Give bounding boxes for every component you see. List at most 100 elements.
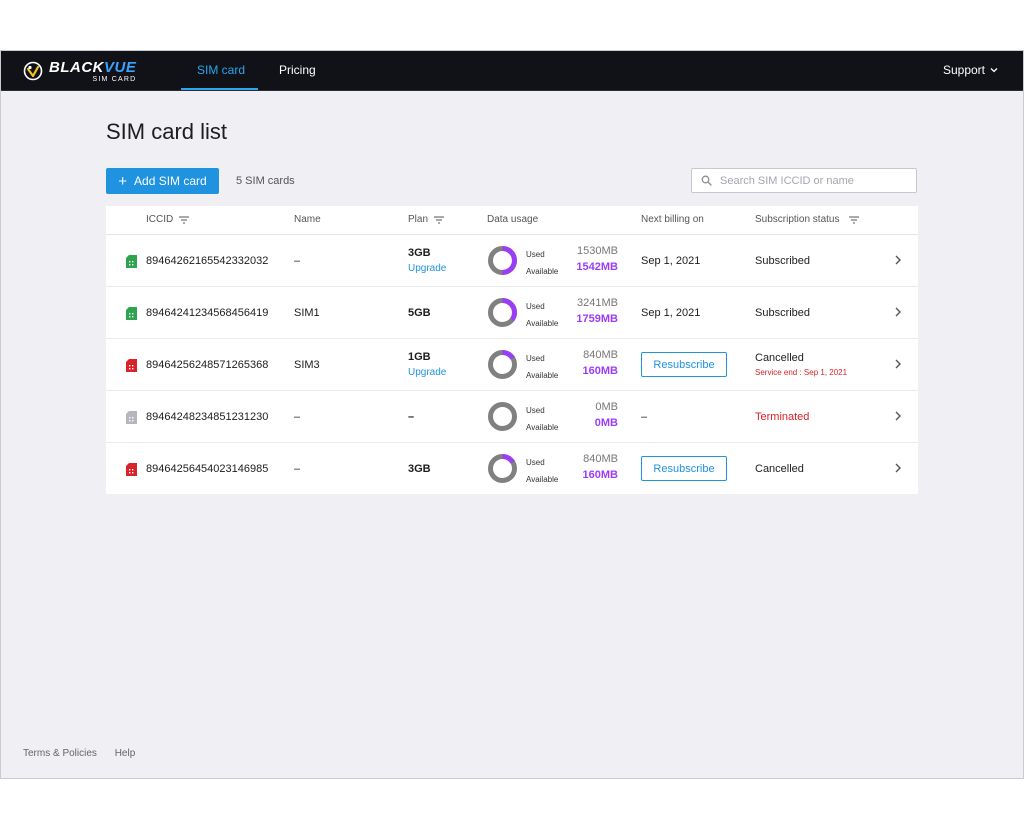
sim-card-icon <box>126 411 137 424</box>
available-value: 1759MB <box>576 313 618 325</box>
tab-sim-card[interactable]: SIM card <box>197 63 246 77</box>
logo-subtitle: SIM CARD <box>92 75 137 83</box>
sim-card-table: ICCID Name Plan Data usage Next billing … <box>106 206 918 494</box>
service-end-note: Service end : Sep 1, 2021 <box>755 368 848 377</box>
data-usage-donut <box>488 298 517 327</box>
help-link[interactable]: Help <box>114 748 136 759</box>
blackvue-logo[interactable]: BLACKVUE SIM CARD <box>23 59 136 83</box>
search-box[interactable] <box>691 168 917 193</box>
plan-size: 3GB <box>408 247 431 259</box>
plan-cell: – <box>408 391 414 442</box>
active-tab-underline <box>181 88 258 90</box>
used-value: 0MB <box>595 401 618 413</box>
table-row[interactable]: 89464241234568456419 SIM1 5GB Used Available… <box>106 287 918 339</box>
used-label: Used <box>526 354 545 363</box>
header-next-billing: Next billing on <box>641 214 704 225</box>
support-label: Support <box>942 63 985 77</box>
search-icon <box>701 175 712 186</box>
status-text: Subscribed <box>755 254 811 267</box>
plan-cell: 3GB <box>408 443 431 494</box>
logo-brand-accent: VUE <box>104 58 137 76</box>
available-arc <box>488 454 517 483</box>
available-arc <box>488 298 517 327</box>
usage-values: 0MB 0MB <box>595 399 618 431</box>
plus-icon: + <box>118 172 128 190</box>
sim-card-count: 5 SIM cards <box>236 175 295 187</box>
usage-labels: Used Available <box>526 298 558 332</box>
used-label: Used <box>526 406 545 415</box>
sim-name-cell: – <box>294 254 301 267</box>
usage-labels: Used Available <box>526 350 558 384</box>
plan-cell: 5GB <box>408 287 431 338</box>
usage-labels: Used Available <box>526 246 558 280</box>
used-label: Used <box>526 458 545 467</box>
page-title: SIM card list <box>106 119 228 144</box>
sim-card-icon <box>126 255 137 268</box>
available-arc <box>488 350 517 379</box>
usage-values: 840MB 160MB <box>583 347 618 379</box>
filter-icon[interactable] <box>179 216 190 224</box>
chevron-right-icon[interactable] <box>894 462 902 474</box>
header-iccid-label: ICCID <box>146 214 174 225</box>
data-usage-donut <box>488 402 517 431</box>
used-value: 840MB <box>583 349 618 361</box>
chevron-down-icon <box>990 68 998 73</box>
upgrade-link[interactable]: Upgrade <box>408 367 447 378</box>
header-subscription-status[interactable]: Subscription status <box>755 206 859 234</box>
table-row[interactable]: 89464248234851231230– – Used Available 0MB 0M… <box>106 391 918 443</box>
upgrade-link[interactable]: Upgrade <box>408 263 447 274</box>
plan-size: – <box>408 410 415 423</box>
add-sim-card-button[interactable]: + Add SIM card <box>106 168 219 194</box>
header-iccid[interactable]: ICCID <box>146 206 190 234</box>
support-menu[interactable]: Support <box>943 51 998 90</box>
header-plan-label: Plan <box>408 214 429 225</box>
next-billing-cell: Sep 1, 2021 <box>641 306 701 319</box>
plan-cell: 1GB Upgrade <box>408 339 446 390</box>
subscription-status-cell: Terminated <box>755 391 809 442</box>
header-data-usage: Data usage <box>487 214 539 225</box>
filter-icon[interactable] <box>848 216 859 224</box>
data-usage-donut <box>488 246 517 275</box>
table-row[interactable]: 89464256454023146985 – 3GB Used Available 840… <box>106 443 918 494</box>
plan-cell: 3GB Upgrade <box>408 235 446 286</box>
used-value: 840MB <box>583 453 618 465</box>
resubscribe-button[interactable]: Resubscribe <box>641 456 727 481</box>
available-label: Available <box>526 371 559 380</box>
sim-name-cell: – <box>294 462 301 475</box>
header-plan[interactable]: Plan <box>408 206 445 234</box>
available-arc <box>488 246 517 275</box>
subscription-status-cell: Subscribed <box>755 287 810 338</box>
chevron-right-icon[interactable] <box>894 410 902 422</box>
iccid-cell: 89464256248571265368 <box>146 358 269 371</box>
resubscribe-button[interactable]: Resubscribe <box>641 352 727 377</box>
status-text: Terminated <box>755 410 810 423</box>
chevron-right-icon[interactable] <box>894 358 902 370</box>
status-text: Cancelled <box>755 462 804 475</box>
sim-name-cell: SIM3 <box>294 358 320 371</box>
chevron-right-icon[interactable] <box>894 254 902 266</box>
table-row[interactable]: 89464262165542332032 – 3GB Upgrade Used Avail… <box>106 235 918 287</box>
subscription-status-cell: Subscribed <box>755 235 810 286</box>
filter-icon[interactable] <box>434 216 445 224</box>
sim-card-icon <box>126 359 137 372</box>
used-label: Used <box>526 302 545 311</box>
available-label: Available <box>526 423 559 432</box>
subscription-status-cell: Cancelled <box>755 443 804 494</box>
chevron-right-icon[interactable] <box>894 306 902 318</box>
usage-labels: Used Available <box>526 402 558 436</box>
plan-size: 3GB <box>408 462 431 475</box>
sim-name-cell: – <box>294 410 301 423</box>
header-name: Name <box>294 214 321 225</box>
table-row[interactable]: 89464256248571265368 SIM3 1GB Upgrade Used Av… <box>106 339 918 391</box>
used-ring <box>488 402 517 431</box>
terms-policies-link[interactable]: Terms & Policies <box>23 748 97 759</box>
used-value: 1530MB <box>577 245 618 257</box>
table-body: 89464262165542332032 – 3GB Upgrade Used Avail… <box>106 235 918 494</box>
search-input[interactable] <box>718 173 912 188</box>
next-billing-cell: Sep 1, 2021 <box>641 254 701 267</box>
status-text: Subscribed <box>755 306 811 319</box>
tab-pricing[interactable]: Pricing <box>279 63 316 77</box>
footer: Terms & Policies Help <box>23 748 150 759</box>
usage-values: 840MB 160MB <box>583 451 618 483</box>
available-label: Available <box>526 267 559 276</box>
